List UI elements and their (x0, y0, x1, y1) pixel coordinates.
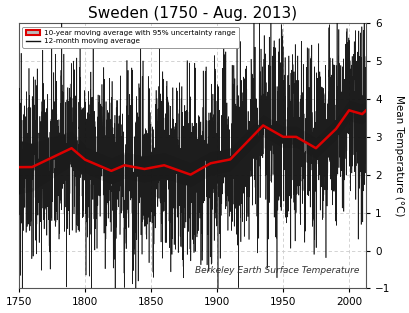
Legend: 10-year moving average with 95% uncertainty range, 12-month moving average: 10-year moving average with 95% uncertai… (22, 27, 239, 48)
Text: Berkeley Earth Surface Temperature: Berkeley Earth Surface Temperature (194, 266, 358, 275)
Title: Sweden (1750 - Aug. 2013): Sweden (1750 - Aug. 2013) (88, 6, 296, 21)
Y-axis label: Mean Temperature (°C): Mean Temperature (°C) (393, 95, 403, 217)
